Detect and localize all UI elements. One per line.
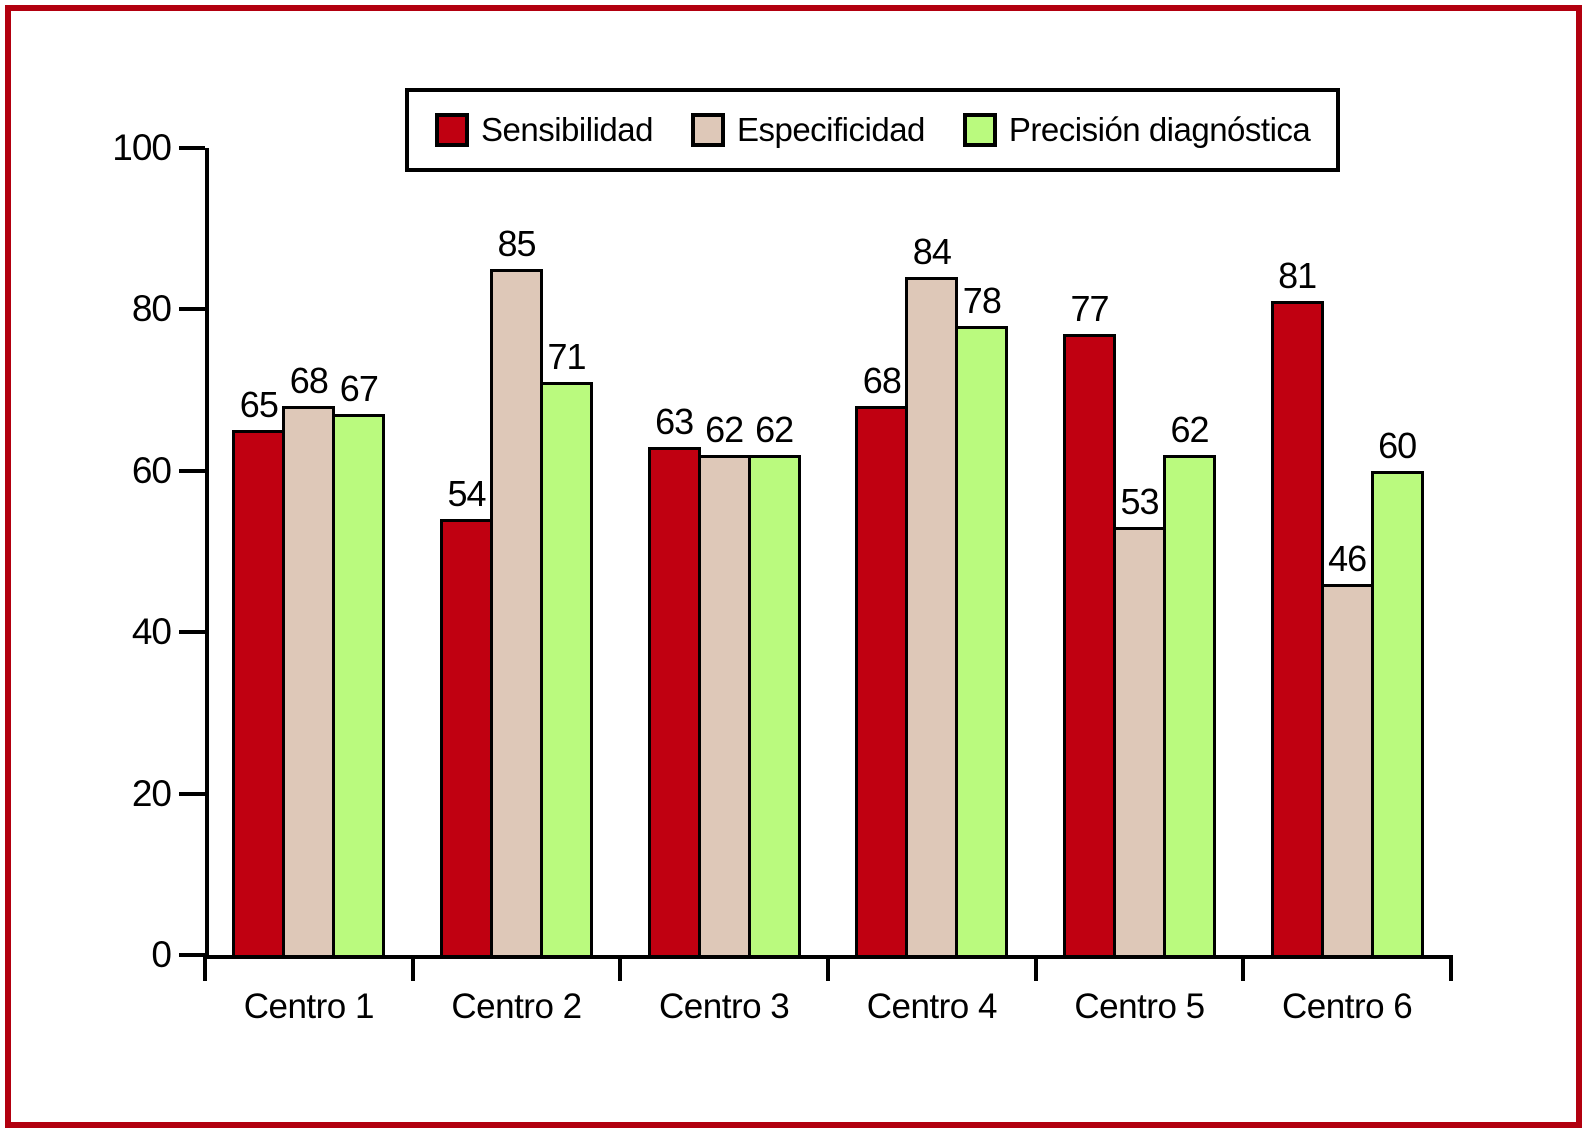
- bar-value-label: 84: [912, 231, 952, 273]
- bar-value-label: 65: [239, 384, 279, 426]
- bar-value-label: 62: [705, 408, 744, 450]
- legend-item-label: Sensibilidad: [481, 111, 653, 148]
- x-tick-mark: [1033, 955, 1038, 981]
- bar-value-label: 60: [1378, 424, 1417, 466]
- legend-item-precision-diagnostica: Precisión diagnóstica: [962, 111, 1311, 149]
- x-tick-mark: [1241, 955, 1246, 981]
- x-tick-mark: [618, 955, 623, 981]
- y-tick-label: 40: [131, 611, 172, 653]
- x-axis-category-label: Centro 5: [1074, 987, 1205, 1026]
- plot-area: 0 20 40 60 80 100 65 68 67 Centro 1 54 85 71 Centro…: [112, 128, 1453, 1026]
- bar-value-label: 53: [1120, 481, 1159, 523]
- x-axis-category-label: Centro 6: [1282, 987, 1413, 1026]
- y-tick-mark: [179, 468, 205, 473]
- x-tick-mark: [826, 955, 830, 981]
- bar-especificidad: 85: [489, 223, 543, 955]
- x-axis-category-label: Centro 2: [451, 987, 582, 1026]
- y-tick-label: 100: [112, 127, 172, 168]
- bar-value-label: 62: [755, 408, 794, 450]
- bar-value-label: 68: [862, 360, 902, 402]
- bar-groups: 65 68 67 Centro 1 54 85 71 Centro 2 63 62 62 Cent…: [205, 148, 1451, 1026]
- x-axis-category-label: Centro 4: [866, 987, 998, 1026]
- bar-sensibilidad: 65: [232, 384, 286, 955]
- y-tick-label: 20: [131, 772, 172, 814]
- bar-value-label: 85: [497, 223, 536, 265]
- legend-item-label: Especificidad: [736, 111, 925, 148]
- y-tick-mark: [179, 146, 205, 150]
- x-tick-mark: [203, 955, 207, 981]
- bar-value-label: 46: [1328, 537, 1367, 579]
- bar-especificidad: 68: [282, 360, 336, 955]
- bar-precision-diagnostica: 62: [747, 409, 801, 955]
- y-tick-mark: [179, 791, 205, 796]
- chart-frame: Sensibilidad Especificidad Precisión dia…: [5, 5, 1582, 1128]
- bar-value-label: 77: [1070, 287, 1109, 329]
- bar-value-label: 71: [547, 336, 586, 378]
- bar-especificidad: 62: [697, 409, 751, 955]
- y-tick-label: 60: [131, 449, 172, 491]
- bar-precision-diagnostica: 60: [1370, 425, 1424, 955]
- legend: Sensibilidad Especificidad Precisión dia…: [405, 88, 1341, 172]
- bar-especificidad: 84: [905, 231, 959, 955]
- legend-swatch-icon: [690, 113, 725, 147]
- legend-item-label: Precisión diagnóstica: [1008, 111, 1311, 148]
- y-tick-label: 0: [151, 934, 172, 975]
- x-axis-category-label: Centro 1: [243, 987, 375, 1026]
- bar-sensibilidad: 68: [855, 360, 909, 955]
- bar-group-centro-1: 65 68 67 Centro 1: [205, 148, 413, 1026]
- y-tick-mark: [179, 953, 205, 957]
- bar-group-centro-2: 54 85 71 Centro 2: [413, 148, 621, 1026]
- bar-precision-diagnostica: 62: [1162, 409, 1216, 955]
- legend-swatch-icon: [435, 113, 469, 147]
- y-tick-mark: [179, 307, 205, 312]
- bar-value-label: 67: [339, 368, 379, 410]
- y-tick-label: 80: [131, 288, 172, 330]
- bar-value-label: 78: [962, 279, 1002, 321]
- bar-group-centro-6: 81 46 60 Centro 6: [1243, 148, 1451, 1026]
- bar-especificidad: 46: [1320, 538, 1374, 955]
- x-axis-category-label: Centro 3: [659, 987, 790, 1026]
- bar-especificidad: 53: [1112, 481, 1166, 955]
- bar-precision-diagnostica: 67: [332, 368, 386, 955]
- bar-sensibilidad: 81: [1270, 255, 1324, 955]
- bar-sensibilidad: 54: [439, 473, 493, 955]
- bar-group-centro-4: 68 84 78 Centro 4: [828, 148, 1036, 1026]
- y-axis: [205, 148, 209, 955]
- bar-value-label: 62: [1170, 408, 1209, 450]
- bar-sensibilidad: 77: [1062, 288, 1116, 955]
- bar-value-label: 63: [655, 400, 694, 442]
- legend-item-especificidad: Especificidad: [690, 111, 925, 149]
- y-tick-mark: [179, 630, 205, 635]
- bar-precision-diagnostica: 78: [955, 280, 1009, 955]
- bar-value-label: 68: [289, 360, 329, 402]
- legend-item-sensibilidad: Sensibilidad: [435, 111, 653, 149]
- x-tick-mark: [1449, 955, 1453, 981]
- x-tick-mark: [410, 955, 415, 981]
- bar-precision-diagnostica: 71: [539, 336, 593, 955]
- legend-swatch-icon: [962, 113, 997, 147]
- bar-value-label: 81: [1278, 255, 1317, 297]
- bar-value-label: 54: [447, 473, 486, 515]
- bar-sensibilidad: 63: [647, 401, 701, 955]
- bar-group-centro-5: 77 53 62 Centro 5: [1036, 148, 1244, 1026]
- bar-group-centro-3: 63 62 62 Centro 3: [620, 148, 828, 1026]
